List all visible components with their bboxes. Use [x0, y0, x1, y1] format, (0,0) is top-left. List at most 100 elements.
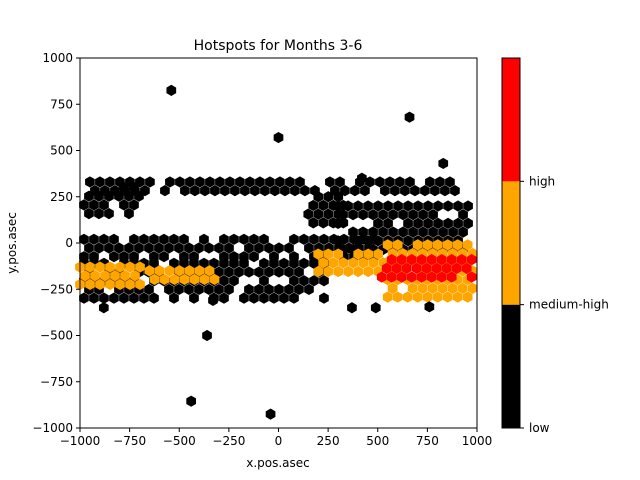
- hex-cell: [89, 233, 99, 245]
- hex-cell: [456, 254, 467, 266]
- hex-cell: [189, 257, 199, 269]
- hex-cell: [160, 185, 170, 197]
- hex-cell: [259, 233, 269, 245]
- hex-cell: [308, 217, 319, 229]
- hex-cell: [388, 209, 398, 221]
- hex-cell: [406, 271, 417, 283]
- hex-cell: [319, 233, 329, 245]
- hex-cell: [84, 208, 94, 220]
- hex-cell: [403, 235, 413, 247]
- hex-cell: [358, 257, 369, 269]
- hex-cell: [95, 176, 105, 188]
- hex-cell: [442, 291, 453, 303]
- hex-cell: [220, 185, 230, 197]
- hex-cell: [333, 208, 344, 220]
- hex-cell: [95, 278, 105, 291]
- hex-cell: [269, 257, 279, 269]
- hex-cell: [205, 176, 215, 188]
- hex-cell-outlier: [424, 301, 435, 313]
- hex-cell: [104, 190, 114, 202]
- hex-cell: [240, 185, 250, 197]
- hex-cell: [274, 283, 284, 296]
- hex-cell: [145, 176, 155, 188]
- hex-cell: [407, 282, 418, 294]
- hex-cell: [119, 199, 129, 211]
- hex-cell: [260, 185, 270, 197]
- hex-cell: [403, 217, 413, 229]
- hex-cell: [299, 257, 309, 269]
- hex-cell: [164, 242, 174, 254]
- hex-cell: [416, 254, 427, 266]
- hex-cell: [239, 257, 249, 269]
- hex-cell: [154, 265, 165, 277]
- hex-cell: [401, 262, 412, 274]
- hex-cell: [381, 262, 392, 274]
- hex-cell: [365, 176, 375, 188]
- hex-cell: [335, 176, 345, 188]
- y-tick-label: 1000: [42, 51, 73, 65]
- hex-cell: [79, 292, 89, 304]
- hex-cell: [408, 209, 418, 221]
- hex-cell: [402, 291, 413, 303]
- hex-cell: [269, 292, 279, 304]
- hex-cell: [79, 199, 89, 211]
- hex-cell: [284, 266, 294, 278]
- hex-cell: [417, 282, 428, 294]
- hex-cell: [199, 233, 209, 245]
- hex-cell: [164, 265, 175, 277]
- hex-cell: [319, 292, 329, 304]
- hex-cell: [440, 185, 450, 197]
- hex-cell: [254, 242, 264, 254]
- hex-cell: [428, 209, 438, 221]
- hex-cell: [234, 266, 244, 278]
- hex-cell: [85, 278, 95, 291]
- hex-cell: [84, 190, 94, 202]
- hex-cell: [412, 291, 423, 303]
- hex-cell-outlier: [186, 395, 197, 407]
- hex-cell: [94, 242, 104, 254]
- hex-cell: [308, 199, 319, 212]
- hex-cell: [134, 190, 144, 202]
- hex-cell: [204, 242, 214, 254]
- hex-cell: [135, 261, 145, 273]
- hex-cell: [453, 200, 463, 212]
- hex-cell: [328, 199, 339, 212]
- hex-cell: [413, 217, 423, 229]
- hex-cell: [250, 185, 260, 197]
- hex-cell: [169, 257, 179, 269]
- hex-cell: [437, 282, 448, 294]
- hex-cell: [466, 271, 477, 283]
- hex-cell: [396, 254, 407, 266]
- hex-cell: [259, 257, 269, 269]
- hex-cell: [225, 176, 235, 188]
- hex-cell: [239, 292, 249, 304]
- hex-cell: [380, 185, 390, 197]
- hex-cell: [199, 273, 210, 286]
- hex-cell: [447, 282, 458, 294]
- hex-cell: [255, 176, 265, 188]
- hex-cell: [135, 278, 145, 291]
- hex-cell: [323, 191, 334, 203]
- hex-cell: [175, 176, 185, 188]
- hex-cell: [319, 275, 329, 287]
- hex-cell: [325, 176, 335, 188]
- y-axis: −1000 −750 −500 −250 0 250 500 750 1000: [32, 51, 80, 435]
- hex-cell: [328, 217, 339, 229]
- hex-cell: [164, 283, 174, 296]
- hex-cell: [435, 176, 445, 188]
- hex-cell: [375, 176, 385, 188]
- hex-cell: [274, 242, 284, 254]
- hex-cell: [457, 282, 468, 294]
- hex-cell: [229, 275, 239, 287]
- hex-cell: [219, 275, 229, 287]
- hex-cell: [309, 257, 319, 269]
- hex-cell: [373, 235, 383, 247]
- hex-cell: [189, 273, 200, 286]
- hex-cell: [264, 266, 274, 278]
- hex-cell: [115, 278, 125, 291]
- x-tick-label: 1000: [462, 434, 493, 448]
- hex-cell: [290, 185, 300, 197]
- hex-cell: [378, 209, 388, 221]
- hex-cell: [289, 292, 299, 304]
